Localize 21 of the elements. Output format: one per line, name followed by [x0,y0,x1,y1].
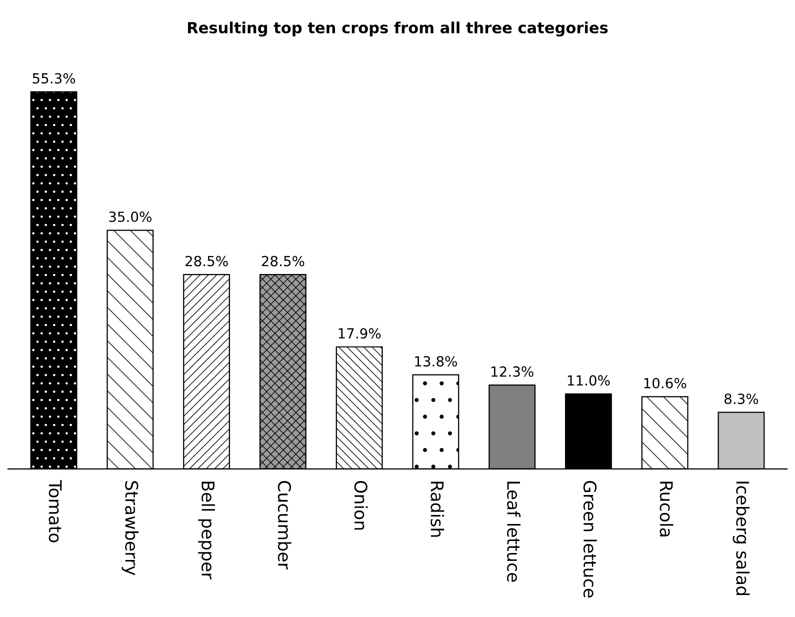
data-label: 55.3% [32,73,76,84]
data-label: 17.9% [338,328,381,339]
x-tick-label: Onion [354,481,368,530]
data-label: 28.5% [262,256,304,266]
x-tick-label: Rucola [660,482,674,536]
data-label: 13.8% [415,356,457,367]
data-label: 12.3% [492,366,534,377]
data-label: 8.3% [724,394,758,404]
x-tick-label: Strawberry [122,481,139,576]
x-tick-label: Bell pepper [198,482,215,580]
data-label: 10.6% [644,378,686,388]
data-label: 35.0% [109,212,152,222]
x-tick-label: Tomato [48,480,62,542]
x-tick-label: Green lettuce [583,481,597,598]
x-tick-label: Cucumber [278,481,292,570]
data-label: 28.5% [186,256,228,266]
chart-title: Resulting top ten crops from all three categories [188,22,608,36]
x-tick-label: Radish [430,482,444,537]
x-tick-label: Iceberg salad [732,482,750,596]
data-label: 11.0% [568,375,610,386]
x-tick-label: Leaf lettuce [507,482,520,582]
